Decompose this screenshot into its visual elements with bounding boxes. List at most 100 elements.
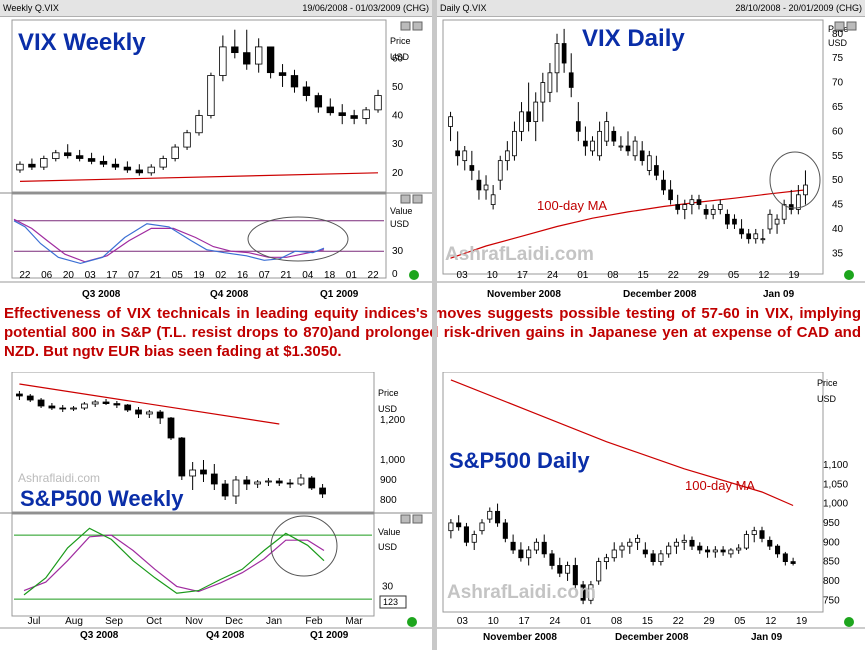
vix-daily-candle[interactable] <box>803 184 808 196</box>
vix-daily-candle[interactable] <box>654 165 659 176</box>
sp-daily-candle[interactable] <box>767 539 773 547</box>
sp-daily-candle[interactable] <box>510 541 516 551</box>
vix-weekly-candle[interactable] <box>302 86 311 96</box>
sp-daily-candle[interactable] <box>666 545 672 555</box>
sp-daily-candle[interactable] <box>603 557 609 563</box>
sp-daily-candle[interactable] <box>487 510 493 520</box>
sp-daily-candle[interactable] <box>518 549 524 559</box>
sp-daily-candle[interactable] <box>572 565 578 586</box>
sp-daily-candle[interactable] <box>526 549 532 559</box>
vix-daily-candle[interactable] <box>696 199 702 205</box>
sp-daily-candle[interactable] <box>782 553 788 563</box>
vix-daily-candle[interactable] <box>575 121 581 132</box>
sp-daily-candle[interactable] <box>743 534 749 549</box>
vix-daily-candle[interactable] <box>732 218 737 225</box>
vix-weekly-candle[interactable] <box>111 163 120 168</box>
vix-daily-candle[interactable] <box>611 130 617 142</box>
sp-daily-candle[interactable] <box>697 545 703 551</box>
vix-weekly-candle[interactable] <box>147 166 155 174</box>
sp-daily-candle[interactable] <box>502 522 508 539</box>
sp-daily-candle[interactable] <box>673 541 679 547</box>
sp-weekly-candle[interactable] <box>243 479 251 485</box>
vix-daily-candle[interactable] <box>597 130 602 157</box>
sp-daily-candle[interactable] <box>471 534 477 543</box>
vix-weekly-candle[interactable] <box>183 132 191 148</box>
vix-weekly-candle[interactable] <box>290 75 299 88</box>
sp-daily-candle[interactable] <box>642 549 648 555</box>
vix-daily-panel-close-button[interactable] <box>846 21 857 31</box>
vix-weekly-candle[interactable] <box>374 95 382 111</box>
vix-weekly-candle[interactable] <box>159 158 167 168</box>
vix-daily-candle[interactable] <box>526 111 531 122</box>
vix-daily-candle[interactable] <box>767 213 773 230</box>
sp-daily-candle[interactable] <box>681 539 687 543</box>
sp-weekly-candle[interactable] <box>286 482 294 485</box>
vix-daily-candle[interactable] <box>554 43 560 74</box>
sp-weekly-candle[interactable] <box>254 481 261 485</box>
sp-daily-candle[interactable] <box>712 549 718 553</box>
sp-daily-candle[interactable] <box>705 549 711 553</box>
vix-weekly-panel-close-button[interactable] <box>412 21 423 31</box>
vix-daily-candle[interactable] <box>639 150 645 162</box>
vix-daily-candle[interactable] <box>774 218 780 225</box>
sp-weekly-candle[interactable] <box>145 411 153 415</box>
sp-weekly-candle[interactable] <box>297 477 305 485</box>
sp-weekly-candle[interactable] <box>48 405 56 409</box>
vix-daily-candle[interactable] <box>703 209 709 215</box>
sp-daily-chart[interactable]: 750 800 850 900 950 1,000 1,050 1,100 03 10 17 24 01… <box>437 372 865 650</box>
sp-weekly-candle[interactable] <box>189 469 197 477</box>
sp-daily-candle[interactable] <box>549 553 555 566</box>
vix-daily-candle[interactable] <box>547 72 553 93</box>
vix-weekly-candle[interactable] <box>99 160 108 165</box>
sp-daily-candle[interactable] <box>790 561 796 564</box>
vix-weekly-candle[interactable] <box>326 106 334 114</box>
vix-daily-candle[interactable] <box>618 145 624 148</box>
vix-daily-candle[interactable] <box>504 150 510 162</box>
vix-weekly-candle[interactable] <box>16 163 24 171</box>
sp-daily-candle[interactable] <box>557 565 563 574</box>
sp-weekly-candle[interactable] <box>70 407 77 410</box>
sp-daily-candle[interactable] <box>658 553 664 563</box>
sp-daily-candle[interactable] <box>720 549 726 553</box>
sp-daily-candle[interactable] <box>775 545 781 555</box>
sp-daily-candle[interactable] <box>619 545 625 551</box>
vix-weekly-candle[interactable] <box>350 115 358 119</box>
sp-daily-candle[interactable] <box>635 537 641 543</box>
vix-weekly-candle[interactable] <box>314 95 323 108</box>
sp-weekly-candle[interactable] <box>102 401 110 405</box>
sp-daily-candle[interactable] <box>596 561 602 582</box>
sp-weekly-candle[interactable] <box>91 401 99 405</box>
vix-weekly-osc-min-button[interactable] <box>400 194 411 204</box>
sp-weekly-candle[interactable] <box>210 473 218 485</box>
sp-daily-candle[interactable] <box>448 522 454 532</box>
sp-daily-candle[interactable] <box>728 549 734 555</box>
vix-daily-candle[interactable] <box>746 233 752 240</box>
sp-daily-candle[interactable] <box>541 541 547 555</box>
vix-daily-candle[interactable] <box>632 140 638 157</box>
sp-daily-candle[interactable] <box>580 584 586 601</box>
vix-weekly-candle[interactable] <box>75 155 84 159</box>
vix-daily-candle[interactable] <box>710 209 716 215</box>
sp-weekly-candle[interactable] <box>37 399 45 407</box>
vix-weekly-candle[interactable] <box>207 75 215 116</box>
sp-daily-candle[interactable] <box>463 526 469 543</box>
sp-weekly-candle[interactable] <box>113 403 121 406</box>
vix-weekly-candle[interactable] <box>28 163 36 168</box>
vix-daily-chart[interactable]: 35 40 45 50 55 60 65 70 75 80 03 10 17 24 01 08 15 22 29 05… <box>437 16 865 302</box>
sp-weekly-candle[interactable] <box>124 404 132 411</box>
vix-daily-candle[interactable] <box>512 130 517 157</box>
vix-weekly-candle[interactable] <box>338 112 346 116</box>
vix-daily-candle[interactable] <box>717 204 723 210</box>
sp-daily-candle[interactable] <box>588 584 594 601</box>
sp-daily-candle[interactable] <box>479 522 485 532</box>
vix-daily-candle[interactable] <box>675 204 681 210</box>
sp-weekly-candle[interactable] <box>319 487 326 495</box>
vix-weekly-candle[interactable] <box>278 72 287 76</box>
vix-weekly-candle[interactable] <box>52 152 60 159</box>
vix-daily-candle[interactable] <box>661 179 666 191</box>
vix-daily-candle[interactable] <box>462 150 468 162</box>
vix-daily-candle[interactable] <box>625 145 631 152</box>
vix-weekly-candle[interactable] <box>243 52 251 65</box>
sp-weekly-osc-min-button[interactable] <box>400 514 411 524</box>
vix-daily-candle[interactable] <box>682 204 688 210</box>
